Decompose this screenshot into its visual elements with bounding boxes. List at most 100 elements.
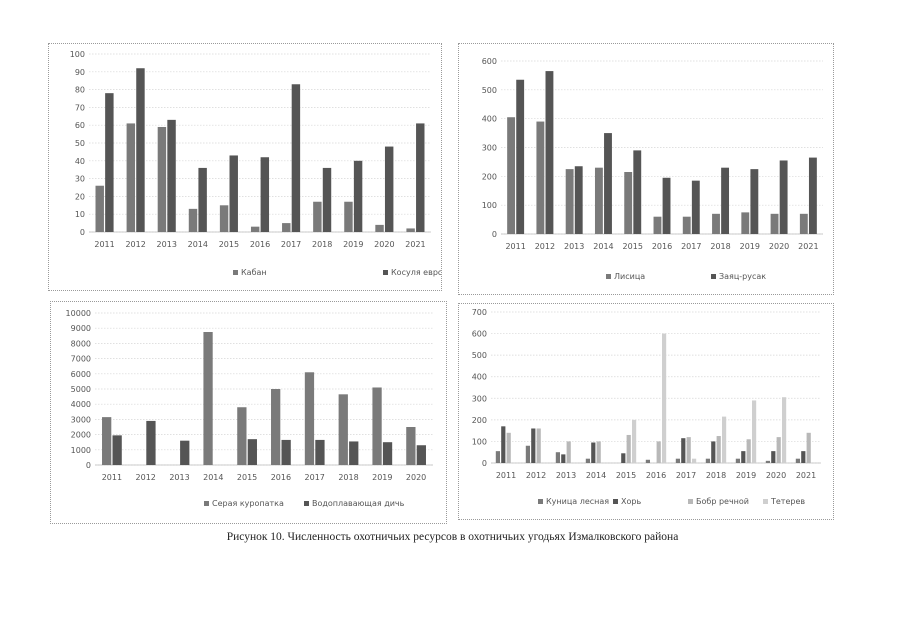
y-tick-label: 30	[75, 175, 85, 184]
bar	[705, 458, 710, 463]
bar	[765, 460, 770, 463]
y-tick-label: 10000	[66, 309, 91, 318]
bar	[682, 216, 691, 234]
bar	[157, 126, 167, 232]
y-tick-label: 200	[472, 416, 487, 425]
x-tick-label: 2013	[169, 473, 189, 482]
x-tick-label: 2012	[535, 242, 555, 251]
bar	[271, 389, 281, 465]
legend-swatch	[763, 499, 768, 504]
x-tick-label: 2013	[157, 240, 177, 249]
bar	[536, 121, 545, 234]
bar	[247, 439, 257, 465]
y-tick-label: 9000	[71, 324, 91, 333]
chart-panel-boar-roe: 0 10 20 30 40 50 60 70 80 90 100 2011 2012 2013 2014 20…	[48, 43, 442, 291]
bar	[770, 213, 779, 234]
legend-label: Тетерев	[770, 497, 805, 506]
bar	[198, 167, 207, 232]
y-tick-label: 100	[482, 201, 497, 210]
bar	[105, 93, 114, 232]
y-tick-label: 500	[482, 86, 497, 95]
y-tick-label: 60	[75, 121, 85, 130]
bar	[112, 435, 122, 465]
bar	[219, 205, 229, 232]
legend-label: Лисица	[614, 272, 645, 281]
bar	[711, 441, 716, 463]
y-tick-label: 40	[75, 157, 85, 166]
bar	[102, 417, 112, 465]
bar	[621, 453, 626, 463]
bar	[645, 459, 650, 463]
bar	[507, 117, 516, 234]
y-tick-label: 3000	[71, 415, 91, 424]
y-tick-label: 200	[482, 172, 497, 181]
x-tick-label: 2016	[271, 473, 291, 482]
figure-caption: Рисунок 10. Численность охотничьих ресур…	[226, 531, 679, 543]
y-tick-label: 80	[75, 86, 85, 95]
bar	[167, 119, 176, 232]
x-tick-label: 2021	[798, 242, 818, 251]
bar	[338, 394, 348, 465]
x-tick-label: 2016	[250, 240, 270, 249]
chart-panel-fox-hare: 0 100 200 300 400 500 600 2011 2012 2013 2014 2015 2…	[458, 43, 834, 295]
legend-swatch	[606, 274, 611, 279]
bar	[653, 216, 662, 234]
bar	[565, 169, 574, 234]
x-tick-label: 2020	[769, 242, 789, 251]
y-tick-label: 500	[472, 351, 487, 360]
y-tick-label: 4000	[71, 400, 91, 409]
bar	[180, 440, 190, 465]
bar	[691, 180, 700, 234]
bar	[801, 451, 806, 463]
bar	[495, 451, 500, 463]
chart-svg-fur-game: 0 100 200 300 400 500 600 700 2011 2012 2013 2014 20…	[472, 308, 821, 506]
x-tick-label: 2015	[219, 240, 239, 249]
legend-swatch	[304, 501, 309, 506]
x-tick-label: 2013	[564, 242, 584, 251]
bar	[604, 133, 612, 234]
bar	[574, 166, 583, 234]
bar	[746, 439, 751, 463]
y-tick-label: 0	[80, 228, 85, 237]
x-tick-label: 2021	[405, 240, 425, 249]
x-tick-label: 2018	[706, 471, 726, 480]
chart-svg-boar-roe: 0 10 20 30 40 50 60 70 80 90 100 2011 2012 2013 2014 20…	[70, 50, 441, 277]
x-tick-label: 2015	[237, 473, 257, 482]
x-tick-label: 2018	[312, 240, 332, 249]
bar	[712, 213, 720, 234]
bar	[750, 169, 759, 234]
bar	[782, 397, 787, 463]
x-tick-label: 2016	[652, 242, 672, 251]
bar	[721, 167, 730, 234]
x-tick-label: 2014	[593, 242, 613, 251]
bar	[237, 407, 247, 465]
legend-label: Хорь	[621, 497, 641, 506]
bar	[126, 123, 136, 232]
x-tick-label: 2011	[496, 471, 516, 480]
bar	[506, 432, 511, 463]
legend-swatch	[688, 499, 693, 504]
x-tick-label: 2015	[623, 242, 643, 251]
bar	[406, 427, 416, 465]
bar	[675, 458, 680, 463]
bar	[416, 445, 426, 465]
bar	[799, 213, 808, 234]
y-tick-label: 6000	[71, 370, 91, 379]
y-tick-label: 0	[482, 459, 487, 468]
bar	[795, 458, 800, 463]
bar	[282, 223, 291, 232]
x-tick-label: 2012	[125, 240, 145, 249]
bar	[779, 160, 788, 234]
legend-label: Заяц-русак	[719, 272, 766, 281]
bar	[626, 434, 631, 463]
x-tick-label: 2021	[796, 471, 816, 480]
bar	[662, 177, 671, 234]
bar	[281, 439, 291, 465]
bar	[136, 68, 145, 233]
x-tick-label: 2016	[646, 471, 666, 480]
y-tick-label: 5000	[71, 385, 91, 394]
legend-label: Куница лесная	[546, 497, 609, 506]
bar	[591, 442, 596, 463]
x-tick-label: 2019	[343, 240, 363, 249]
x-tick-label: 2011	[505, 242, 525, 251]
